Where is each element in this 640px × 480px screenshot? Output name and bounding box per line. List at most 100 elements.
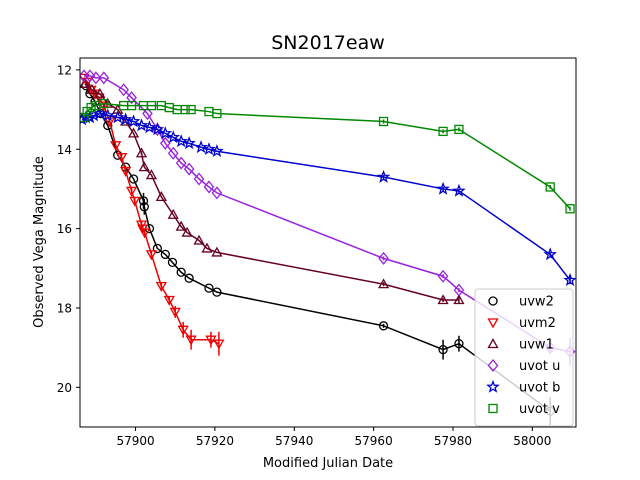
legend-marker bbox=[487, 318, 499, 329]
data-point bbox=[98, 101, 110, 112]
data-point bbox=[145, 169, 158, 180]
legend-label: uvw1 bbox=[519, 338, 554, 353]
legend-marker bbox=[487, 358, 499, 373]
data-point bbox=[205, 335, 217, 346]
data-point bbox=[213, 339, 225, 350]
data-point bbox=[212, 287, 222, 297]
y-tick-label: 18 bbox=[57, 301, 72, 315]
data-point bbox=[100, 108, 115, 122]
data-point bbox=[183, 162, 195, 176]
data-point bbox=[135, 147, 148, 158]
data-point bbox=[176, 267, 186, 277]
legend-label: uvot u bbox=[519, 359, 560, 374]
data-point bbox=[120, 166, 132, 177]
data-point bbox=[110, 141, 122, 152]
data-point bbox=[118, 83, 129, 97]
series-line bbox=[83, 102, 571, 210]
data-point bbox=[454, 339, 464, 349]
data-point bbox=[155, 281, 167, 292]
plot-frame bbox=[79, 57, 577, 428]
data-point bbox=[99, 98, 109, 109]
data-point bbox=[378, 116, 389, 127]
data-point bbox=[211, 246, 223, 257]
legend-label: uvot v bbox=[519, 402, 560, 417]
data-point bbox=[175, 156, 187, 170]
data-point bbox=[126, 100, 137, 111]
data-point bbox=[110, 110, 125, 124]
data-point bbox=[159, 136, 171, 150]
data-point bbox=[80, 112, 89, 123]
data-point bbox=[134, 118, 149, 132]
data-point bbox=[437, 294, 449, 305]
data-point bbox=[202, 142, 216, 156]
data-point bbox=[378, 321, 389, 331]
data-point bbox=[167, 257, 178, 267]
data-point bbox=[436, 181, 450, 195]
data-point bbox=[193, 172, 205, 186]
data-point bbox=[126, 114, 141, 128]
data-point bbox=[211, 186, 223, 200]
data-point bbox=[84, 69, 96, 83]
data-point bbox=[174, 134, 188, 148]
data-point bbox=[129, 196, 141, 207]
y-tick-label: 12 bbox=[57, 63, 72, 77]
data-point bbox=[142, 120, 157, 134]
chart-title: SN2017eaw bbox=[271, 32, 385, 54]
data-point bbox=[145, 250, 158, 261]
data-point bbox=[563, 273, 576, 286]
x-tick-label: 57980 bbox=[434, 434, 472, 448]
data-point bbox=[98, 71, 110, 85]
data-point bbox=[93, 93, 105, 104]
y-tick-label: 16 bbox=[57, 222, 72, 236]
data-point bbox=[177, 325, 189, 336]
data-point bbox=[175, 220, 187, 231]
series-uvot-b bbox=[80, 106, 576, 286]
data-point bbox=[139, 202, 149, 212]
data-point bbox=[438, 126, 448, 137]
data-point bbox=[126, 91, 137, 105]
data-point bbox=[155, 191, 167, 202]
data-point bbox=[186, 104, 196, 115]
data-point bbox=[193, 234, 205, 245]
series-uvw1 bbox=[80, 77, 465, 305]
series-line bbox=[83, 77, 220, 345]
x-axis-label: Modified Julian Date bbox=[263, 456, 393, 471]
data-point bbox=[203, 180, 215, 194]
data-point bbox=[142, 107, 153, 121]
legend-item-uvot-u: uvot u bbox=[487, 358, 560, 374]
data-point bbox=[545, 182, 555, 192]
data-point bbox=[118, 112, 133, 126]
legend-item-uvw1: uvw1 bbox=[487, 338, 554, 353]
data-point bbox=[452, 183, 466, 197]
data-point bbox=[138, 196, 149, 206]
legend-marker bbox=[486, 379, 500, 393]
data-point bbox=[378, 251, 389, 265]
data-point bbox=[180, 104, 190, 115]
x-tick-label: 57960 bbox=[355, 434, 393, 448]
x-tick-label: 57940 bbox=[275, 434, 313, 448]
y-tick-label: 20 bbox=[57, 381, 72, 395]
data-point bbox=[194, 140, 208, 154]
legend-item-uvot-b: uvot b bbox=[486, 379, 560, 396]
data-point bbox=[86, 83, 98, 94]
data-point bbox=[113, 150, 123, 160]
data-point bbox=[90, 71, 102, 85]
legend-item-uvw2: uvw2 bbox=[488, 295, 554, 310]
data-point bbox=[565, 204, 575, 214]
data-point bbox=[210, 144, 224, 158]
legend-marker bbox=[488, 403, 498, 414]
data-point bbox=[167, 208, 179, 219]
data-point bbox=[453, 283, 465, 297]
legend-item-uvot-v: uvot v bbox=[488, 402, 560, 417]
data-point bbox=[377, 278, 390, 289]
legend-frame bbox=[474, 288, 574, 427]
data-point bbox=[116, 153, 128, 164]
data-point bbox=[125, 186, 138, 197]
data-point bbox=[128, 174, 139, 184]
legend-marker bbox=[488, 296, 498, 306]
data-point bbox=[152, 243, 163, 254]
data-point bbox=[169, 307, 181, 318]
data-point bbox=[181, 226, 193, 237]
data-point bbox=[163, 295, 175, 306]
data-point bbox=[150, 122, 165, 136]
